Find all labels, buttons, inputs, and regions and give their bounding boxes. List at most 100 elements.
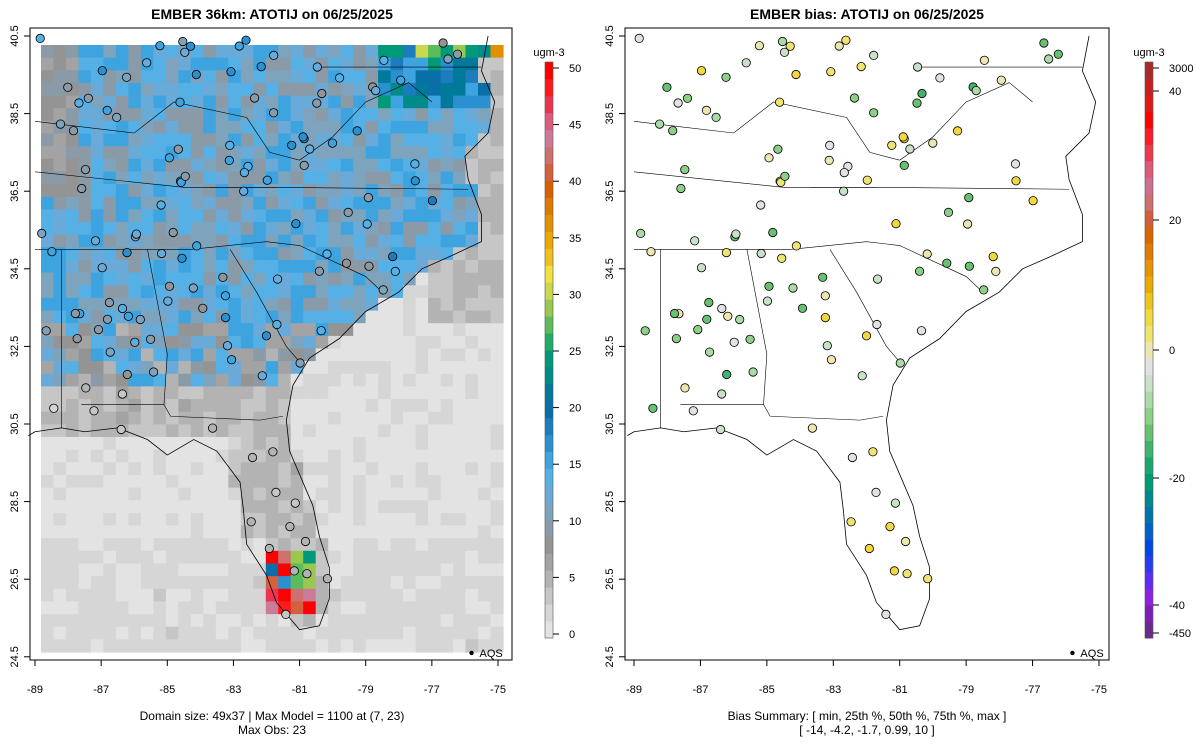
grid-cell — [140, 399, 154, 413]
grid-cell — [390, 373, 404, 387]
grid-cell — [290, 323, 304, 337]
grid-cell — [265, 133, 279, 147]
grid-cell — [115, 209, 129, 223]
grid-cell — [453, 563, 467, 577]
grid-cell — [78, 335, 92, 350]
grid-cell — [490, 196, 504, 210]
x-tick-label: -83 — [825, 684, 841, 696]
grid-cell — [403, 209, 417, 223]
grid-cell — [240, 601, 254, 615]
aqs-site-marker — [362, 219, 372, 229]
grid-cell — [478, 437, 492, 451]
grid-cell — [378, 563, 392, 577]
grid-cell — [353, 184, 367, 198]
grid-cell — [478, 373, 492, 387]
grid-cell — [253, 386, 267, 400]
grid-cell — [115, 222, 129, 236]
grid-cell — [190, 576, 204, 590]
grid-cell — [140, 297, 154, 312]
grid-cell — [453, 411, 467, 425]
grid-cell — [490, 133, 504, 147]
grid-cell — [215, 462, 229, 476]
aqs-site-marker — [1053, 49, 1063, 59]
grid-cell — [428, 297, 442, 312]
grid-cell — [115, 462, 129, 476]
grid-cell — [440, 626, 454, 640]
aqs-site-marker — [173, 144, 183, 154]
grid-cell — [53, 386, 67, 400]
grid-cell — [203, 209, 217, 223]
grid-cell — [440, 184, 454, 198]
grid-cell — [103, 120, 117, 135]
grid-cell — [66, 108, 80, 122]
grid-cell — [403, 247, 417, 261]
grid-cell — [153, 57, 167, 71]
grid-cell — [478, 550, 492, 564]
grid-cell — [190, 475, 204, 489]
grid-cell — [178, 475, 192, 489]
grid-cell — [278, 222, 292, 236]
grid-cell — [203, 512, 217, 527]
grid-cell — [253, 260, 267, 274]
grid-cell — [390, 57, 404, 71]
grid-cell — [353, 588, 367, 602]
grid-cell — [403, 82, 417, 97]
colorbar-swatch — [545, 536, 553, 554]
grid-cell — [278, 386, 292, 400]
aqs-site-marker — [654, 119, 665, 129]
grid-cell — [353, 133, 367, 147]
aqs-site-marker — [396, 75, 406, 85]
grid-cell — [41, 234, 55, 248]
grid-cell — [203, 614, 217, 628]
grid-cell — [253, 639, 267, 653]
grid-cell — [265, 196, 279, 210]
grid-cell — [415, 361, 429, 375]
bias-map: -89 -87 -85 -83 -81 -79 -77 -7524.526.528.530.5… — [604, 25, 1193, 696]
grid-cell — [478, 475, 492, 489]
grid-cell — [403, 146, 417, 160]
grid-cell — [403, 588, 417, 602]
grid-cell — [90, 538, 104, 552]
aqs-site-marker — [900, 536, 911, 547]
grid-cell — [415, 626, 429, 640]
grid-cell — [215, 525, 229, 539]
grid-cell — [465, 399, 479, 413]
grid-cell — [153, 133, 167, 147]
grid-cell — [78, 462, 92, 476]
grid-cell — [390, 588, 404, 602]
aqs-site-marker — [175, 97, 185, 107]
grid-cell — [290, 601, 304, 615]
grid-cell — [465, 323, 479, 337]
grid-cell — [178, 272, 192, 286]
grid-cell — [228, 576, 242, 590]
grid-cell — [403, 449, 417, 463]
aqs-site-marker — [157, 248, 167, 259]
grid-cell — [278, 437, 292, 451]
aqs-site-marker — [164, 153, 174, 163]
grid-cell — [53, 310, 67, 324]
grid-cell — [215, 386, 229, 400]
grid-cell — [290, 57, 304, 71]
grid-cell — [128, 171, 142, 185]
aqs-site-marker — [438, 38, 448, 48]
grid-cell — [303, 576, 317, 590]
grid-cell — [66, 348, 80, 362]
grid-cell — [328, 525, 342, 539]
grid-cell — [128, 525, 142, 539]
grid-cell — [428, 45, 442, 59]
grid-cell — [453, 550, 467, 564]
grid-cell — [215, 133, 229, 147]
grid-cell — [478, 588, 492, 602]
grid-cell — [240, 563, 254, 577]
aqs-site-marker — [343, 207, 353, 217]
grid-cell — [115, 626, 129, 640]
grid-cell — [78, 45, 92, 59]
grid-cell — [90, 158, 104, 172]
grid-cell — [478, 512, 492, 527]
grid-cell — [453, 120, 467, 135]
colorbar-swatch — [545, 604, 553, 622]
grid-cell — [66, 512, 80, 527]
grid-cell — [153, 70, 167, 84]
grid-cell — [328, 196, 342, 210]
grid-cell — [128, 247, 142, 261]
